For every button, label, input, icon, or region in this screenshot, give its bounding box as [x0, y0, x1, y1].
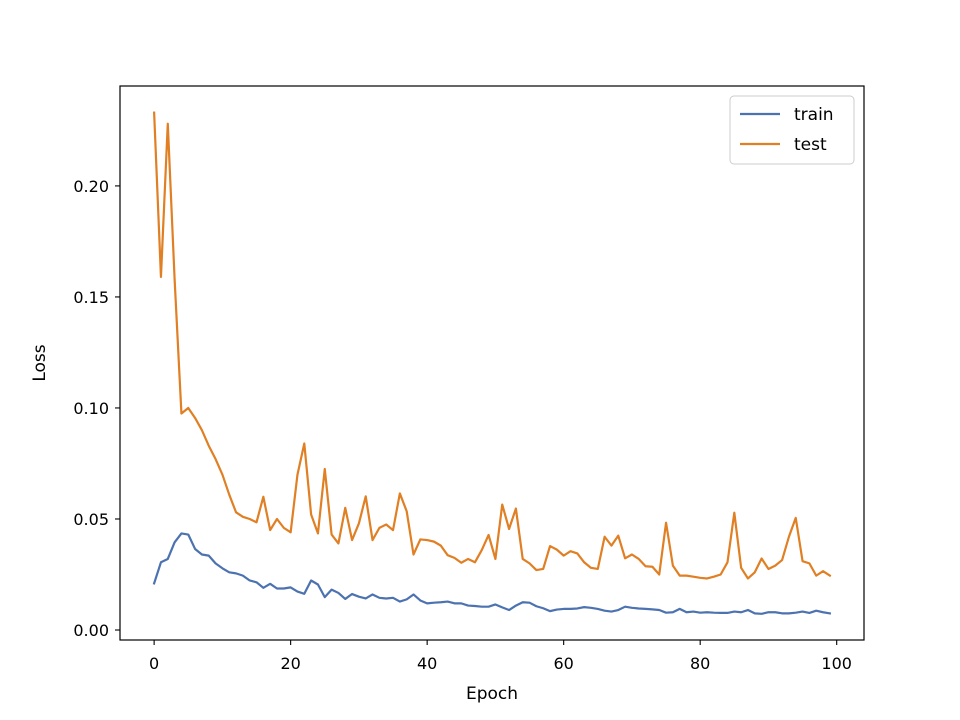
y-tick-label: 0.20 [73, 177, 109, 196]
x-tick-label: 60 [553, 654, 573, 673]
x-axis: 0 20 40 60 80 100 [149, 640, 852, 673]
legend-label-test: test [794, 135, 827, 155]
x-axis-label: Epoch [466, 684, 518, 704]
x-tick-label: 0 [149, 654, 159, 673]
x-tick-label: 80 [690, 654, 710, 673]
x-tick-label: 40 [417, 654, 437, 673]
legend-box [729, 95, 855, 165]
y-tick-label: 0.00 [73, 621, 109, 640]
x-tick-label: 20 [280, 654, 300, 673]
series-line-train [152, 532, 832, 615]
series-line-test [152, 111, 832, 580]
y-axis: 0.00 0.05 0.10 0.15 0.20 [73, 177, 120, 640]
plot-area [120, 86, 864, 640]
y-tick-label: 0.10 [73, 399, 109, 418]
legend-label-train: train [794, 105, 834, 125]
y-tick-label: 0.15 [73, 288, 109, 307]
y-tick-label: 0.05 [73, 510, 109, 529]
x-tick-label: 100 [821, 654, 852, 673]
y-axis-label: Loss [30, 344, 50, 381]
legend: train test [729, 95, 855, 165]
series-layer [152, 111, 832, 615]
plot-frame [119, 85, 865, 641]
